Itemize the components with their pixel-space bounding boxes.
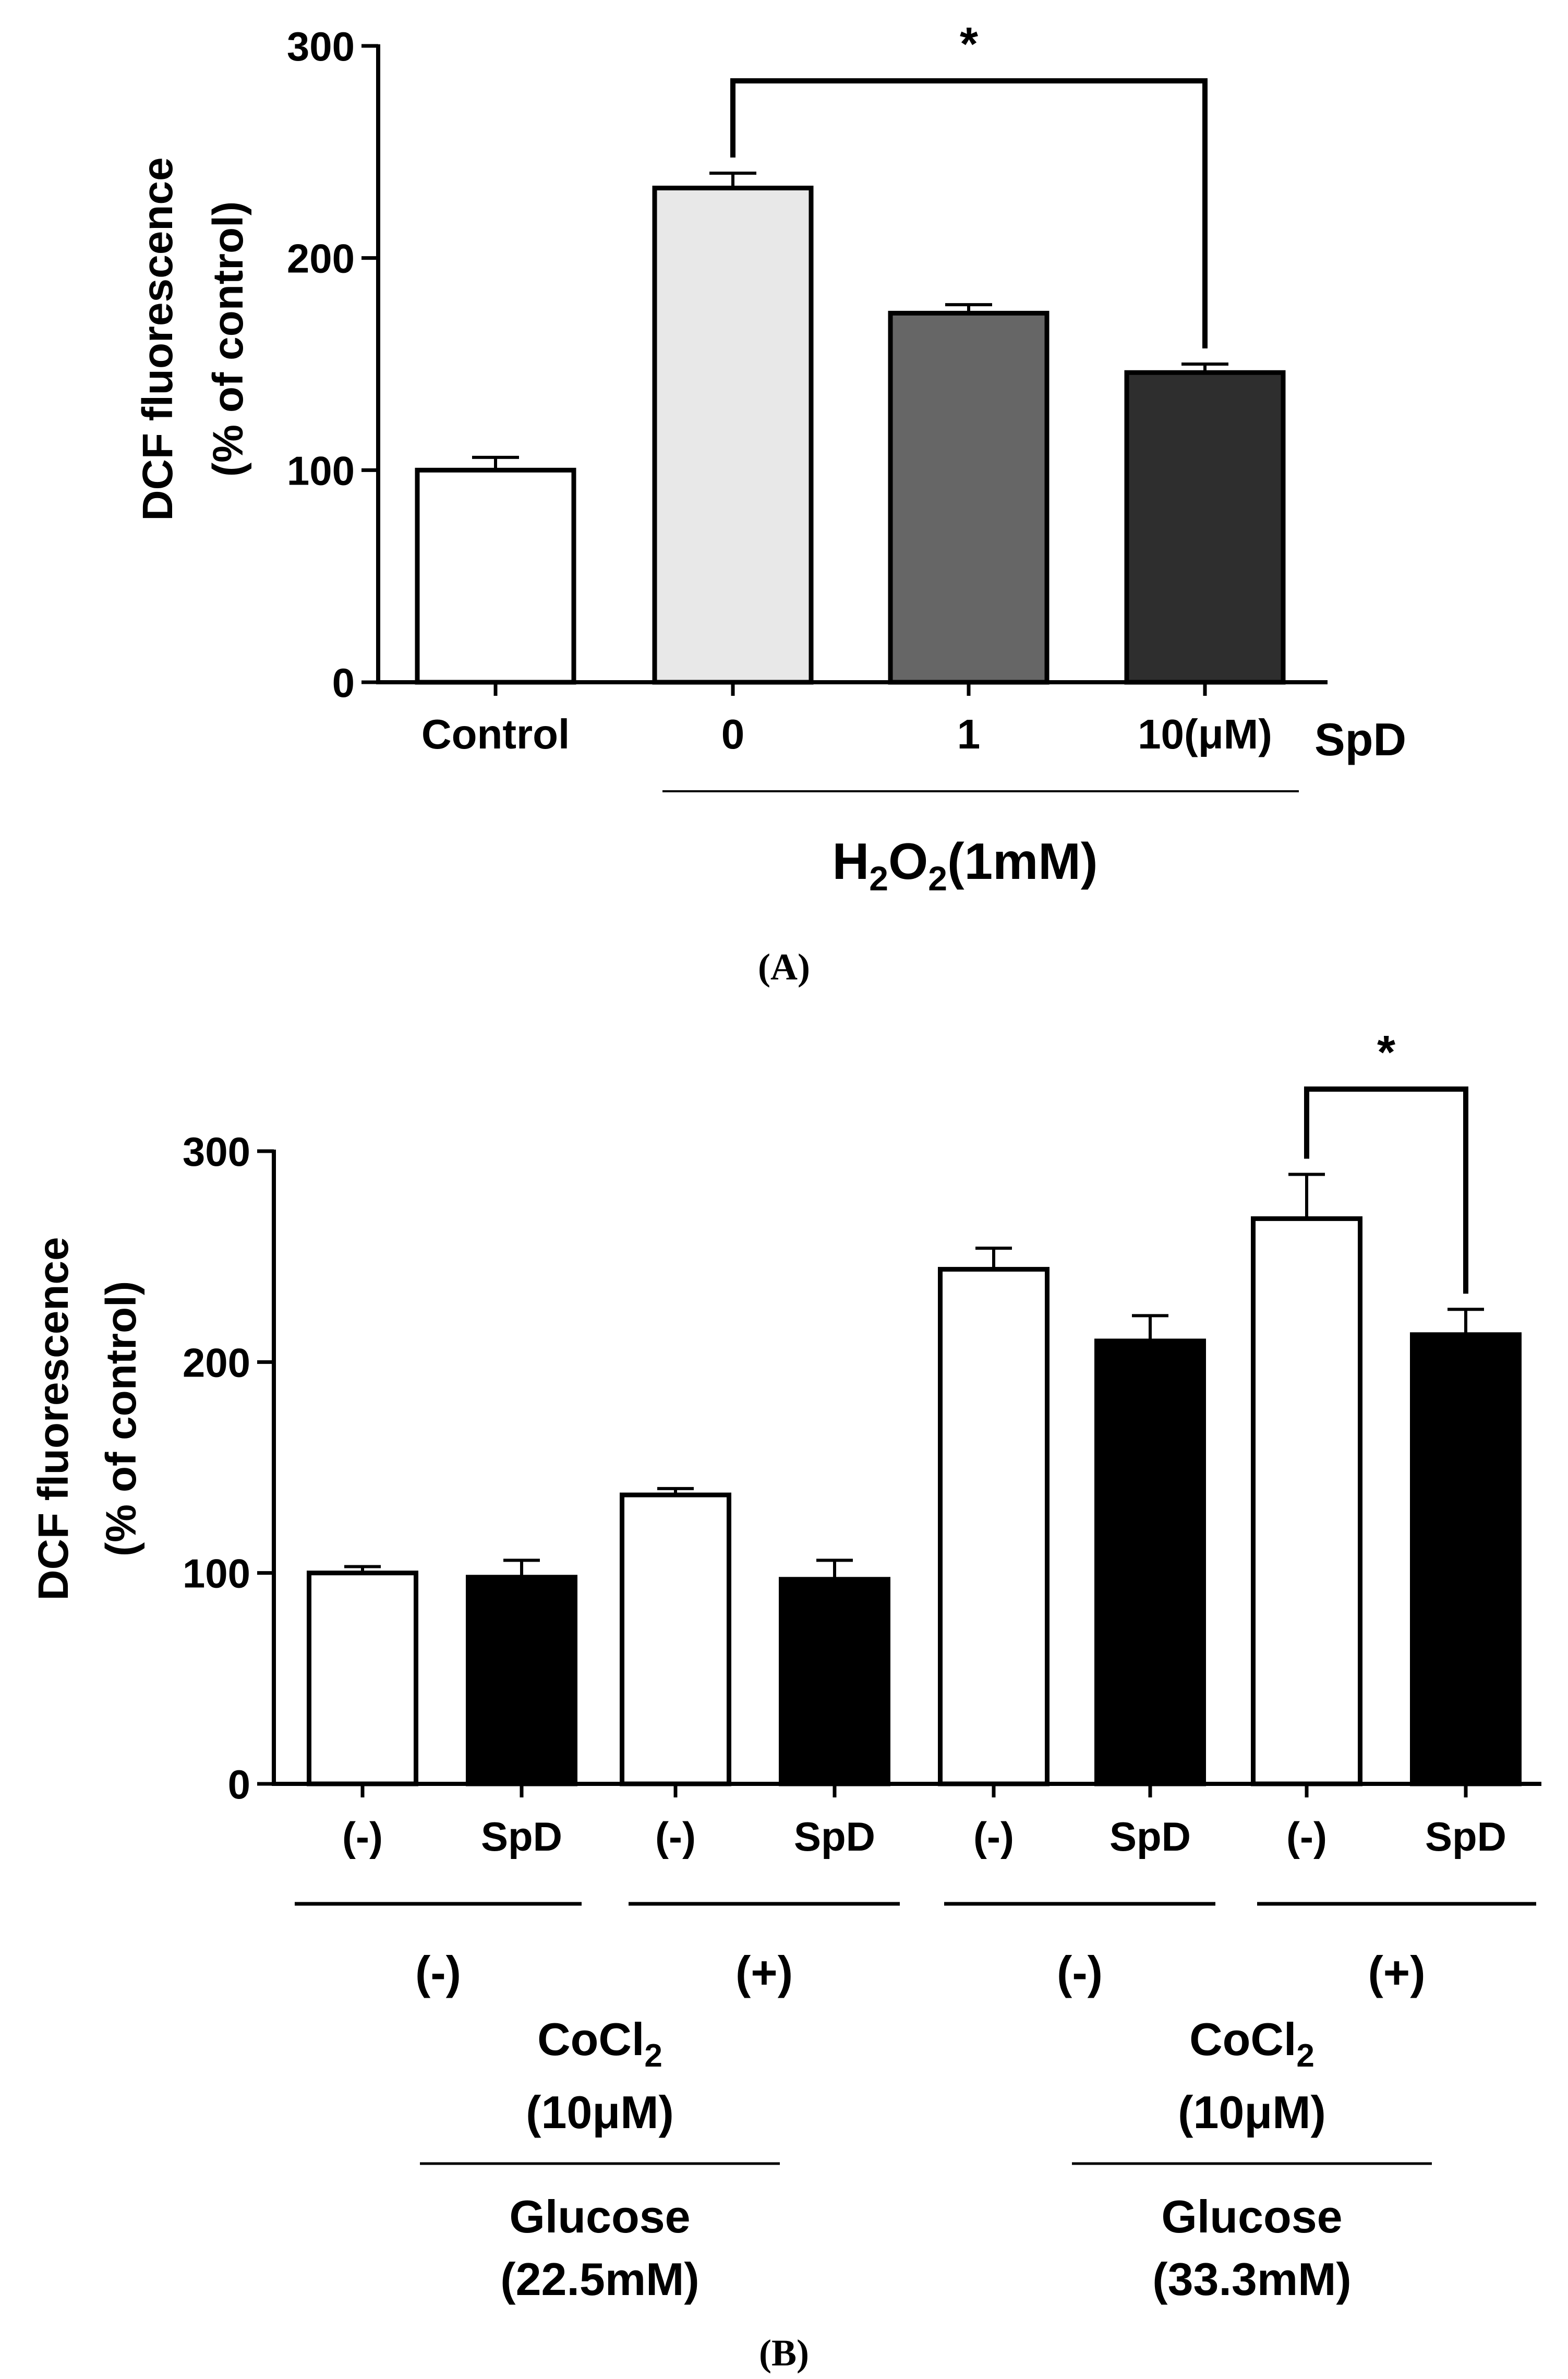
y-tick-label: 300: [287, 23, 355, 69]
panel-a-bars: [415, 172, 1286, 685]
h2o2-sub1: 2: [869, 859, 888, 898]
h2o2-h: H: [833, 832, 870, 890]
x-tick-label: SpD: [1109, 1814, 1191, 1859]
panel-b-glucose-label-2: Glucose: [1161, 2191, 1342, 2242]
bar: [1251, 1216, 1362, 1786]
h2o2-conc: (1mM): [947, 832, 1098, 890]
panel-a-ylabel-line1: DCF fluorescence: [134, 157, 182, 521]
bar: [620, 1492, 731, 1786]
y-tick-label: 0: [332, 660, 355, 706]
cocl2-sub-2: 2: [1296, 2038, 1314, 2074]
panel-b-cocl2-label-1: CoCl2: [537, 2013, 662, 2074]
panel-b-bars: [307, 1173, 1522, 1786]
panel-b-cocl2-conc-2: (10μM): [1178, 2086, 1326, 2138]
h2o2-o: O: [888, 832, 928, 890]
significance-star: *: [1377, 1027, 1395, 1079]
cocl2-text-1: CoCl: [537, 2013, 644, 2065]
x-tick-label: (-): [655, 1814, 696, 1859]
panel-b-axes: [272, 1150, 1541, 1797]
y-tick-label: 100: [287, 448, 355, 493]
x-tick-label: SpD: [794, 1814, 875, 1859]
y-tick-label: 0: [228, 1761, 250, 1807]
panel-a-y-axis-label: DCF fluorescence (% of control): [134, 157, 252, 521]
cocl2-level-label: (-): [1057, 1947, 1103, 1998]
panel-b-y-axis-label: DCF fluorescence (% of control): [30, 1237, 145, 1600]
x-tick-label: SpD: [481, 1814, 562, 1859]
cocl2-sub-1: 2: [644, 2038, 662, 2074]
bar: [779, 1577, 890, 1786]
panel-b-glucose-conc-2: (33.3mM): [1152, 2253, 1351, 2305]
y-tick-label: 200: [287, 236, 355, 282]
panel-a-x-tick-labels: Control 0 1 10(μM): [421, 711, 1272, 757]
panel-b-ylabel-line2: (% of control): [98, 1281, 145, 1556]
panel-a-treatment-label: H2O2(1mM): [833, 832, 1098, 898]
bar: [888, 310, 1050, 685]
panel-b-condition-group-2: CoCl2 (10μM) Glucose (33.3mM): [1072, 2013, 1432, 2305]
panel-a-significance-bracket: *: [730, 18, 1208, 348]
panel-a-ylabel-line2: (% of control): [204, 201, 252, 477]
y-tick-label: 300: [183, 1129, 250, 1175]
x-tick-label: SpD: [1425, 1814, 1506, 1859]
x-tick-label: (-): [342, 1814, 383, 1859]
x-tick-label: (-): [1286, 1814, 1327, 1859]
panel-b-cocl2-conc-1: (10μM): [526, 2086, 674, 2138]
x-tick-label: 0: [721, 711, 745, 757]
y-tick-label: 200: [183, 1339, 250, 1385]
x-tick-label: 10(μM): [1138, 711, 1272, 757]
panel-a-panel-label: (A): [758, 946, 810, 988]
h2o2-sub2: 2: [928, 859, 947, 898]
panel-b-x-tick-labels: (-) SpD (-) SpD (-) SpD (-) SpD: [342, 1814, 1506, 1859]
panel-b-glucose-conc-1: (22.5mM): [500, 2253, 699, 2305]
panel-b-glucose-label-1: Glucose: [509, 2191, 690, 2242]
cocl2-level-label: (+): [1368, 1947, 1426, 1998]
x-tick-label: (-): [973, 1814, 1014, 1859]
bar: [1094, 1338, 1206, 1786]
significance-line: [1304, 1086, 1468, 1294]
bar: [1410, 1332, 1522, 1786]
significance-line: [730, 78, 1208, 348]
bar: [938, 1266, 1050, 1786]
bar: [307, 1571, 418, 1786]
x-tick-label: Control: [421, 711, 570, 757]
panel-a-y-ticks: 0 100 200 300: [287, 23, 378, 706]
significance-star: *: [960, 18, 978, 70]
x-tick-label: 1: [957, 711, 981, 757]
cocl2-level-label: (-): [415, 1947, 461, 1998]
cocl2-text-2: CoCl: [1189, 2013, 1296, 2065]
panel-b-cocl2-label-2: CoCl2: [1189, 2013, 1314, 2074]
bar: [415, 467, 576, 685]
panel-b-condition-group-1: CoCl2 (10μM) Glucose (22.5mM): [420, 2013, 780, 2305]
panel-b-y-ticks: 0 100 200 300: [183, 1129, 274, 1807]
panel-a-group-suffix: SpD: [1314, 714, 1406, 765]
bar: [466, 1575, 577, 1786]
cocl2-level-label: (+): [735, 1947, 793, 1998]
panel-b-ylabel-line1: DCF fluorescence: [30, 1237, 77, 1600]
bar: [652, 185, 814, 685]
panel-b-chart: DCF fluorescence (% of control) 0 100 200 3…: [30, 1027, 1541, 2374]
bar: [1124, 370, 1286, 685]
panel-b-cocl2-levels: (-) (+) (-) (+): [415, 1947, 1425, 1998]
panel-b-panel-label: (B): [759, 2332, 809, 2374]
panel-a-chart: DCF fluorescence (% of control) 0 100 200 3…: [134, 18, 1406, 988]
panel-a-axes: [376, 44, 1328, 696]
y-tick-label: 100: [183, 1551, 250, 1597]
panel-b-significance-bracket: *: [1304, 1027, 1468, 1294]
